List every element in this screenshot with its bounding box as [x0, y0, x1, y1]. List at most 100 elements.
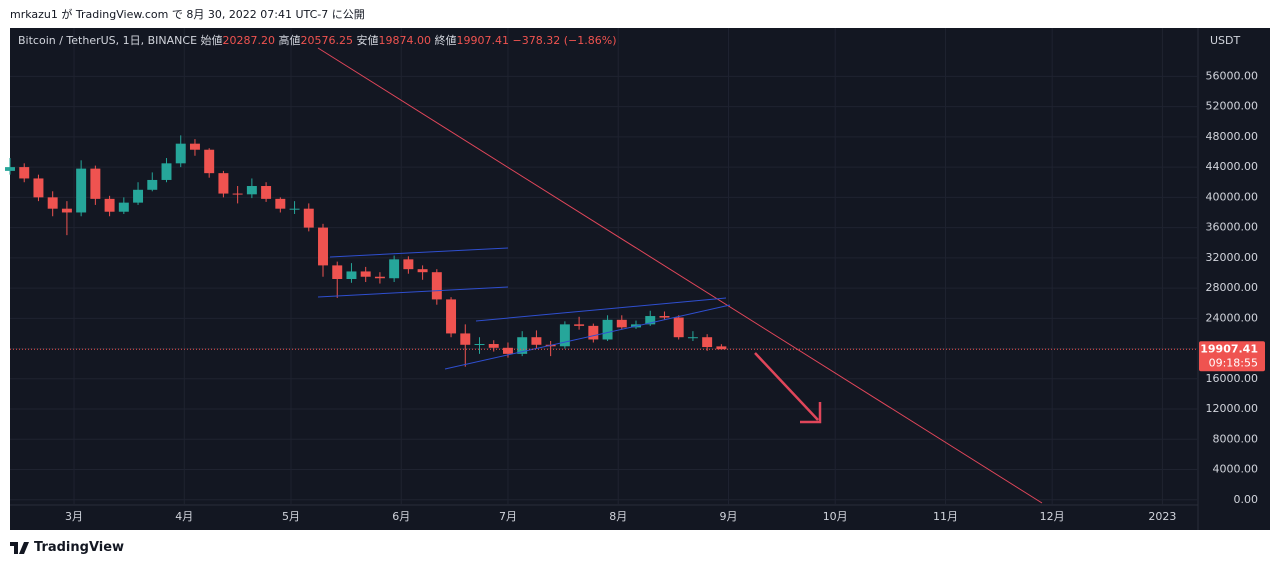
- candle-body: [374, 276, 385, 279]
- down-arrow: [754, 352, 822, 424]
- candle-body: [147, 179, 158, 190]
- x-tick-label: 9月: [719, 510, 737, 523]
- channel-line: [329, 247, 509, 258]
- candle-body: [303, 208, 314, 228]
- drawings: [317, 47, 1043, 504]
- candle-body: [716, 346, 727, 350]
- candle-body: [33, 178, 44, 198]
- candle-body: [76, 168, 87, 213]
- candle-body: [488, 344, 499, 348]
- candle-body: [389, 259, 400, 279]
- brand-logo: [10, 541, 29, 554]
- trend-line: [317, 47, 1043, 504]
- y-tick-label: 8000.00: [1213, 432, 1259, 445]
- candle-body: [687, 337, 698, 339]
- x-tick-label: 11月: [933, 510, 958, 523]
- change: −378.32 (−1.86%): [513, 34, 617, 47]
- candle-body: [403, 259, 414, 270]
- y-tick-label: 52000.00: [1206, 100, 1259, 113]
- candle-body: [232, 193, 243, 195]
- legend-line: Bitcoin / TetherUS, 1日, BINANCE 始値20287.…: [18, 33, 617, 47]
- candle-body: [417, 269, 428, 273]
- candle-body: [702, 337, 713, 348]
- ohlc-label: 始値: [201, 33, 223, 47]
- x-tick-label: 4月: [175, 510, 193, 523]
- candle-body: [474, 344, 485, 346]
- symbol: Bitcoin / TetherUS, 1日, BINANCE: [18, 34, 197, 47]
- candle-body: [588, 325, 599, 340]
- candle-body: [218, 173, 229, 194]
- candle-body: [431, 272, 442, 300]
- price-tag: [1199, 341, 1265, 372]
- candle-body: [645, 316, 656, 325]
- candle-body: [90, 168, 101, 199]
- brand: TradingView: [10, 540, 124, 555]
- candle-body: [318, 227, 328, 266]
- candle-body: [574, 324, 585, 326]
- candles: [5, 135, 727, 367]
- candle-body: [289, 208, 300, 210]
- x-tick-label: 6月: [392, 510, 410, 523]
- channel-line: [475, 297, 727, 322]
- countdown: 09:18:55: [1209, 356, 1258, 369]
- x-tick-label: 10月: [823, 510, 848, 523]
- candle-body: [246, 186, 257, 195]
- candle-body: [133, 189, 144, 203]
- published-line: mrkazu1 が TradingView.com で 8月 30, 2022 …: [10, 8, 365, 21]
- candle-body: [460, 333, 471, 345]
- candle-body: [189, 143, 200, 150]
- candle-body: [559, 324, 570, 347]
- candle-body: [261, 186, 272, 199]
- candle-body: [204, 149, 215, 174]
- candle-body: [517, 337, 528, 354]
- candle-body: [446, 299, 457, 334]
- channel-line: [444, 304, 731, 370]
- y-tick-label: 16000.00: [1206, 372, 1259, 385]
- y-tick-label: 36000.00: [1206, 221, 1259, 234]
- candle-body: [161, 163, 172, 180]
- chart: Bitcoin / TetherUS, 1日, BINANCE 始値20287.…: [5, 28, 1270, 530]
- ohlc-value: 20287.20: [223, 34, 276, 47]
- x-tick-label: 7月: [499, 510, 517, 523]
- price-tag-value: 19907.41: [1200, 342, 1258, 355]
- ohlc-value: 20576.25: [301, 34, 354, 47]
- grid: [10, 28, 1198, 505]
- candle-body: [118, 202, 129, 212]
- candle-body: [61, 208, 72, 213]
- chart-background: [10, 28, 1270, 530]
- candle-body: [332, 265, 343, 279]
- ohlc-value: 19874.00: [379, 34, 432, 47]
- candle-body: [19, 167, 30, 179]
- candle-body: [659, 316, 670, 318]
- y-tick-label: 48000.00: [1206, 130, 1259, 143]
- candle-body: [360, 271, 371, 277]
- candle-body: [47, 197, 58, 209]
- x-tick-label: 8月: [609, 510, 627, 523]
- candle-body: [602, 319, 613, 340]
- ohlc-label: 高値: [279, 33, 301, 47]
- candle-body: [616, 319, 627, 328]
- y-tick-label: 24000.00: [1206, 311, 1259, 324]
- y-tick-label: 28000.00: [1206, 281, 1259, 294]
- candle-body: [502, 347, 513, 354]
- candle-body: [104, 198, 115, 212]
- ohlc-value: 19907.41: [457, 34, 510, 47]
- y-tick-label: 44000.00: [1206, 160, 1259, 173]
- candle-body: [673, 317, 684, 338]
- x-tick-label: 2023: [1148, 510, 1176, 523]
- candle-body: [531, 337, 542, 345]
- x-tick-label: 3月: [65, 510, 83, 523]
- x-tick-label: 5月: [282, 510, 300, 523]
- y-axis-label: USDT: [1210, 34, 1241, 47]
- candle-body: [275, 198, 286, 209]
- y-tick-label: 12000.00: [1206, 402, 1259, 415]
- y-tick-label: 56000.00: [1206, 69, 1259, 82]
- y-tick-label: 32000.00: [1206, 251, 1259, 264]
- y-tick-label: 4000.00: [1213, 463, 1259, 476]
- y-tick-label: 0.00: [1234, 493, 1259, 506]
- candle-body: [346, 271, 357, 279]
- candle-body: [175, 143, 186, 164]
- y-tick-label: 40000.00: [1206, 190, 1259, 203]
- brand-name: TradingView: [34, 540, 125, 555]
